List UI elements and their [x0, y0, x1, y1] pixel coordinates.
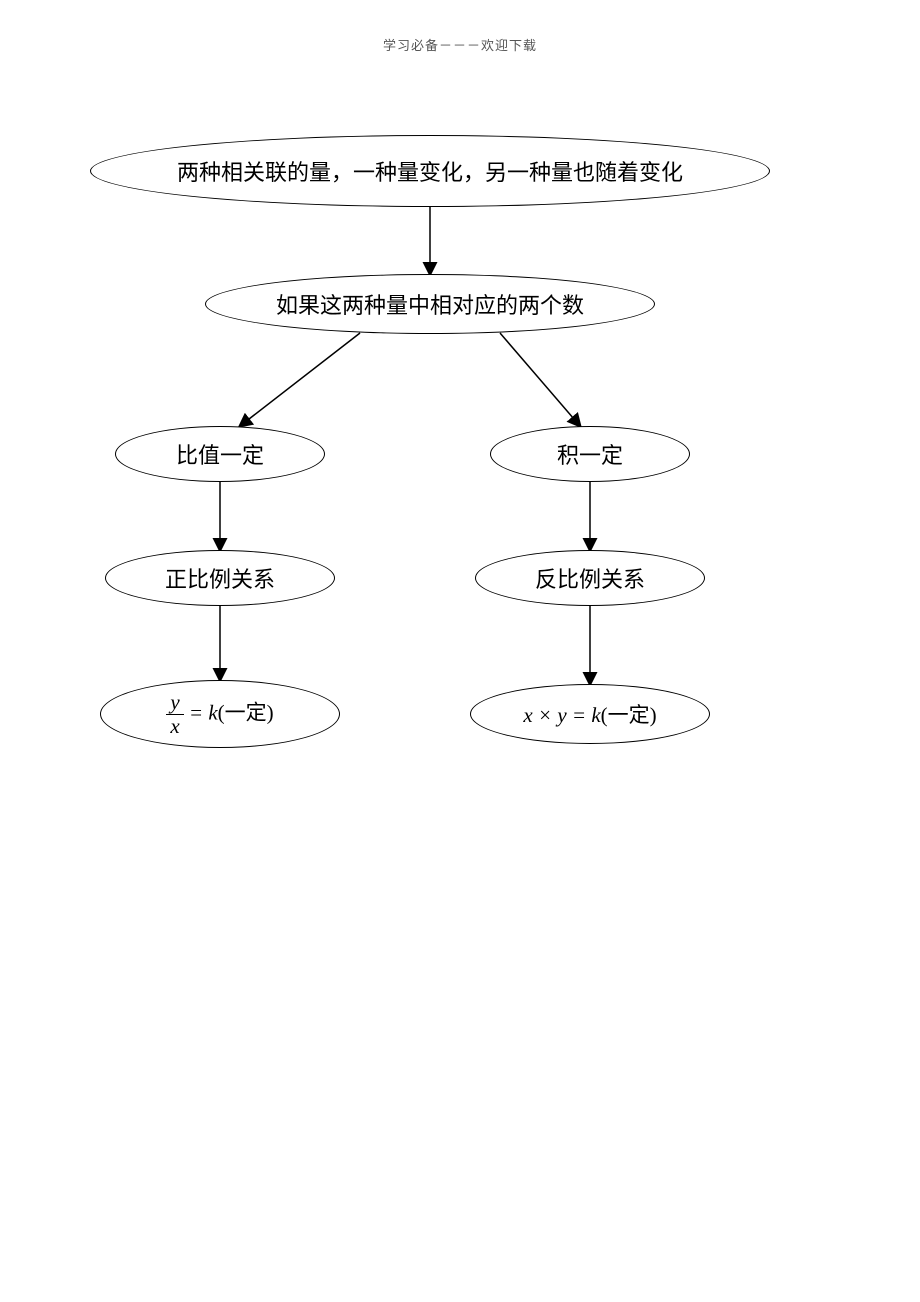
- node-label: 比值一定: [176, 438, 264, 470]
- flowchart-node-n1: 两种相关联的量，一种量变化，另一种量也随着变化: [90, 135, 770, 207]
- node-label: 正比例关系: [165, 562, 275, 594]
- edge-n2-n4: [500, 333, 580, 426]
- flowchart-node-n3: 比值一定: [115, 426, 325, 482]
- flowchart-node-n8: x × y = k(一定): [470, 684, 710, 744]
- flowchart-node-n2: 如果这两种量中相对应的两个数: [205, 274, 655, 334]
- flowchart-node-n7: yx = k(一定): [100, 680, 340, 748]
- edge-n2-n3: [240, 333, 360, 426]
- node-label: yx = k(一定): [166, 692, 273, 737]
- node-label: 反比例关系: [535, 562, 645, 594]
- node-label: x × y = k(一定): [523, 699, 656, 729]
- flowchart-node-n4: 积一定: [490, 426, 690, 482]
- flowchart-node-n5: 正比例关系: [105, 550, 335, 606]
- flowchart-node-n6: 反比例关系: [475, 550, 705, 606]
- node-label: 两种相关联的量，一种量变化，另一种量也随着变化: [177, 155, 683, 187]
- node-label: 如果这两种量中相对应的两个数: [276, 288, 584, 320]
- node-label: 积一定: [557, 438, 623, 470]
